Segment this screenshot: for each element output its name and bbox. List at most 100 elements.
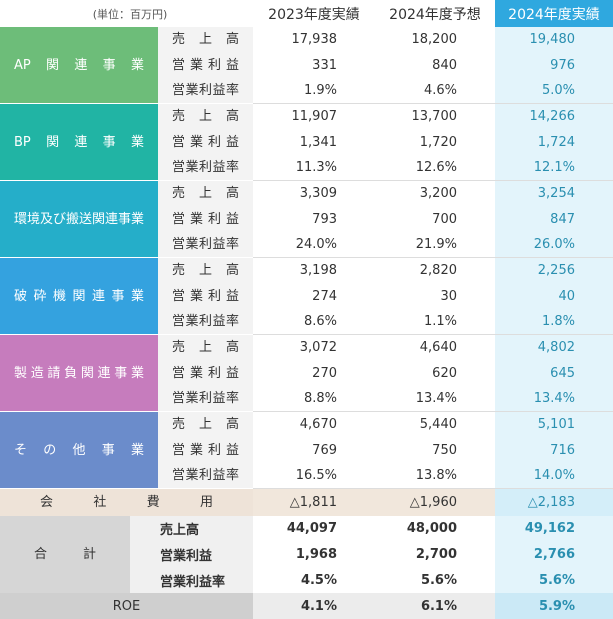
value: 2,256 — [495, 258, 613, 284]
value: 331 — [312, 57, 337, 73]
item-label: 営業利益率 — [130, 567, 253, 593]
segment-label-text: 環境及び搬送関連事業 — [14, 211, 145, 227]
segment-label-text: BP関連事業 — [14, 134, 144, 150]
value: 5.6% — [420, 572, 457, 588]
value: 270 — [312, 365, 337, 381]
item-label: 売上高 — [158, 258, 253, 284]
item-label: 営業利益率 — [158, 78, 253, 104]
value: 3,198 — [299, 263, 337, 279]
value: 1.8% — [495, 309, 613, 335]
value: 1,724 — [495, 129, 613, 156]
value: 24.0% — [253, 232, 375, 258]
value: 14.0% — [495, 463, 613, 489]
item-label: 営業利益率 — [158, 309, 253, 335]
value: 19,480 — [495, 27, 613, 53]
value: 5.0% — [495, 78, 613, 104]
value: 4,802 — [495, 335, 613, 361]
item-label: 営業利益 — [130, 541, 253, 568]
value: 30 — [440, 288, 457, 304]
item-label-text: 営業利益率 — [172, 237, 239, 253]
item-label: 営業利益 — [158, 283, 253, 310]
item-label-text: 営業利益率 — [172, 391, 239, 407]
value: △1,811 — [253, 489, 375, 516]
value: 21.9% — [375, 232, 495, 258]
item-label: 営業利益 — [158, 437, 253, 464]
value: 2,766 — [495, 541, 613, 568]
value: 5,440 — [419, 417, 457, 433]
value: 3,309 — [299, 186, 337, 202]
expense-label: 会社費用 — [0, 489, 253, 516]
value: 3,200 — [419, 186, 457, 202]
total-label: 合計 — [0, 516, 130, 593]
column-header: 2024年度実績 — [495, 0, 613, 27]
value: 769 — [312, 442, 337, 458]
value: 2,700 — [415, 546, 457, 562]
item-label: 営業利益 — [158, 360, 253, 387]
segment-label-text: その他事業 — [14, 442, 144, 458]
item-label: 営業利益率 — [158, 463, 253, 489]
segment-label: 環境及び搬送関連事業 — [0, 181, 158, 258]
value: 13.8% — [375, 463, 495, 489]
value: 1.1% — [375, 309, 495, 335]
value: 2,820 — [419, 263, 457, 279]
segment-label-text: AP関連事業 — [14, 57, 144, 73]
value: 49,162 — [495, 516, 613, 542]
value: 4.5% — [300, 572, 337, 588]
item-label-text: 売上高 — [172, 417, 239, 433]
item-label-text: 売上高 — [172, 340, 239, 356]
value: 17,938 — [291, 32, 338, 48]
value: 3,254 — [495, 181, 613, 207]
value: 14,266 — [495, 104, 613, 130]
segment-label: AP関連事業 — [0, 27, 158, 104]
value: 1,341 — [299, 134, 337, 150]
value: 11.3% — [253, 155, 375, 181]
item-label: 営業利益 — [158, 206, 253, 233]
segment-label: 破砕機関連事業 — [0, 258, 158, 335]
value: 750 — [432, 442, 457, 458]
value: 18,200 — [411, 32, 458, 48]
item-label: 売上高 — [158, 181, 253, 207]
value: 13.4% — [375, 386, 495, 412]
column-header: 2023年度実績 — [253, 0, 375, 27]
item-label: 売上高 — [130, 516, 253, 542]
item-label-text: 営業利益 — [172, 442, 239, 458]
item-label-text: 営業利益 — [172, 288, 239, 304]
value: 4,670 — [299, 417, 337, 433]
item-label-text: 営業利益率 — [172, 314, 239, 330]
item-label-text: 営業利益率 — [172, 160, 239, 176]
item-label: 売上高 — [158, 412, 253, 438]
value: 1.9% — [253, 78, 375, 104]
value: 847 — [495, 206, 613, 233]
value: 976 — [495, 52, 613, 79]
segment-label-text: 製造請負関連事業 — [14, 365, 144, 381]
item-label: 営業利益率 — [158, 232, 253, 258]
item-label: 営業利益 — [158, 52, 253, 79]
item-label-text: 営業利益率 — [172, 468, 239, 484]
segment-label: BP関連事業 — [0, 104, 158, 181]
value: 4.6% — [375, 78, 495, 104]
value: 5.9% — [495, 593, 613, 619]
item-label-text: 売上高 — [172, 109, 239, 125]
value: 620 — [432, 365, 457, 381]
value: △1,960 — [375, 489, 495, 516]
value: 3,072 — [299, 340, 337, 356]
value: 44,097 — [286, 521, 337, 537]
value: 48,000 — [406, 521, 457, 537]
value: 700 — [432, 211, 457, 227]
unit: (単位：百万円) — [92, 7, 168, 21]
item-label-text: 営業利益率 — [172, 83, 239, 99]
item-label: 売上高 — [158, 335, 253, 361]
segment-label: 製造請負関連事業 — [0, 335, 158, 412]
value: 1,968 — [295, 546, 337, 562]
item-label: 売上高 — [158, 104, 253, 130]
column-header: 2024年度予想 — [375, 0, 495, 27]
item-label-text: 営業利益 — [172, 57, 239, 73]
value: 645 — [495, 360, 613, 387]
value: 1,720 — [419, 134, 457, 150]
item-label: 営業利益率 — [158, 386, 253, 412]
value: 274 — [312, 288, 337, 304]
value: 16.5% — [253, 463, 375, 489]
value: 793 — [312, 211, 337, 227]
item-label: 営業利益 — [158, 129, 253, 156]
